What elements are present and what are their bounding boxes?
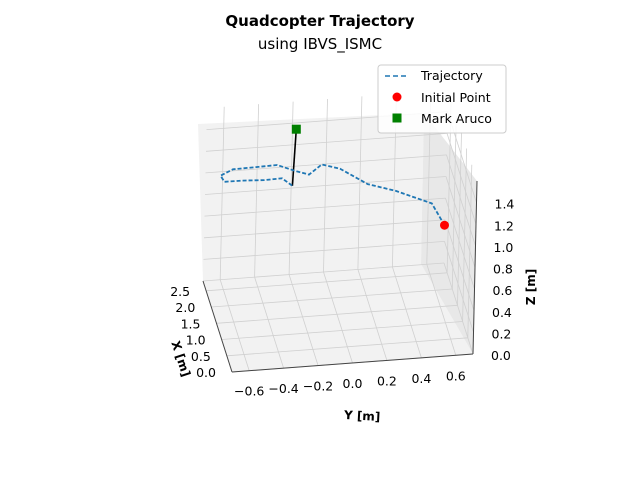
legend-mark-aruco-swatch — [392, 113, 402, 123]
mark-aruco-marker — [291, 124, 301, 134]
y-tick-label: 0.6 — [446, 368, 466, 383]
side-grid-line — [444, 241, 474, 333]
legend-mark-aruco-label: Mark Aruco — [421, 111, 492, 126]
legend: Trajectory Initial Point Mark Aruco — [377, 64, 507, 134]
x-tick-label: 1.5 — [181, 316, 201, 331]
x-tick-label: 2.5 — [170, 284, 190, 299]
side-grid-line — [443, 262, 474, 355]
y-tick-label: 0.0 — [343, 376, 363, 391]
back-grid-line — [203, 241, 445, 260]
back-grid-line — [202, 262, 445, 282]
initial-point-marker — [440, 220, 449, 230]
trajectory-line — [219, 163, 446, 226]
legend-initial-point-label: Initial Point — [421, 90, 491, 105]
axes-tick-labels: −0.6 −0.4 −0.2 0.0 0.2 0.4 0.60.00.51.01.52.02… — [170, 197, 514, 399]
x-axis-line — [202, 280, 233, 373]
z-tick-label: 0.4 — [492, 305, 512, 320]
floor-grid-line — [392, 266, 422, 359]
back-grid-line — [205, 132, 448, 152]
z-tick-label: 1.4 — [495, 197, 515, 212]
side-grid-line — [445, 176, 476, 268]
z-tick-label: 1.2 — [494, 218, 514, 233]
z-tick-label: 0.2 — [492, 326, 512, 341]
side-grid-line — [444, 219, 475, 311]
floor-grid-line — [323, 271, 353, 364]
x-tick-label: 1.0 — [186, 333, 206, 348]
floor-grid-line — [219, 279, 250, 371]
legend-box — [377, 64, 507, 134]
z-axis-line — [472, 180, 478, 355]
y-axis-label: Y [m] — [343, 408, 381, 424]
y-axis-line — [231, 353, 474, 373]
floor-grid-line — [254, 276, 284, 369]
y-tick-label: 0.2 — [377, 373, 397, 388]
trajectory-to-marker-line — [291, 129, 298, 186]
y-tick-label: 0.4 — [411, 371, 431, 386]
back-grid-line — [204, 197, 446, 217]
side-grid-line — [446, 133, 477, 225]
side-grid-line — [445, 197, 475, 290]
legend-initial-point-swatch — [392, 92, 402, 102]
chart-subtitle: using IBVS_ISMC — [258, 35, 382, 54]
y-tick-label: −0.6 — [234, 384, 264, 399]
back-grid-line — [204, 176, 447, 195]
back-grid-line — [205, 154, 447, 174]
floor-grid-line — [288, 274, 319, 366]
floor-grid-line — [357, 269, 388, 361]
plot-data — [219, 124, 449, 230]
floor-grid-line — [211, 288, 453, 308]
z-tick-label: 0.6 — [493, 283, 513, 298]
z-tick-label: 0.8 — [493, 262, 513, 277]
floor-grid-line — [216, 304, 458, 324]
chart-title: Quadcopter Trajectory — [225, 12, 414, 30]
floor-grid-line — [221, 321, 463, 340]
floor-grid-line — [206, 272, 448, 292]
x-tick-label: 0.5 — [191, 349, 211, 364]
y-tick-label: −0.4 — [268, 381, 298, 396]
x-tick-label: 0.0 — [196, 365, 216, 380]
back-grid-line — [203, 219, 446, 239]
floor-grid-line — [226, 337, 468, 357]
z-tick-label: 0.0 — [491, 348, 511, 363]
y-tick-label: −0.2 — [303, 379, 333, 394]
floor-grid-line — [426, 264, 457, 356]
z-tick-label: 1.0 — [494, 240, 514, 255]
z-axis-label: Z [m] — [524, 269, 538, 305]
side-grid-line — [446, 154, 476, 247]
back-pane — [198, 113, 424, 281]
x-tick-label: 2.0 — [175, 300, 195, 315]
axes-lines — [202, 180, 478, 373]
legend-trajectory-label: Trajectory — [420, 68, 483, 83]
axes-panes — [198, 113, 477, 372]
